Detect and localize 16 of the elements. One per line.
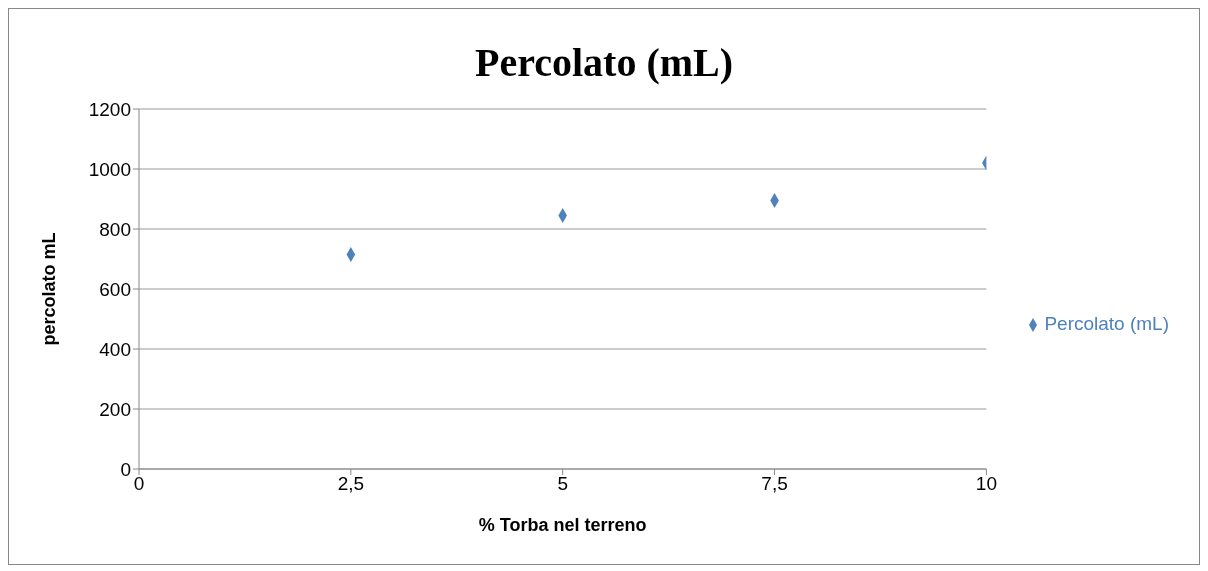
x-tick-label: 5 — [557, 473, 568, 495]
x-tick-label: 7,5 — [761, 473, 788, 495]
chart-title: Percolato (mL) — [473, 39, 734, 87]
legend-label: Percolato (mL) — [1044, 313, 1169, 334]
x-tick-label: 0 — [133, 473, 145, 495]
y-tick-label: 0 — [120, 458, 131, 480]
y-tick-label: 800 — [99, 218, 131, 240]
y-tick-label: 400 — [99, 338, 131, 360]
y-tick-label: 200 — [99, 398, 131, 420]
x-axis-title: % Torba nel terreno — [478, 515, 647, 535]
y-tick-label: 1000 — [88, 158, 131, 180]
y-tick-label: 1200 — [88, 98, 131, 120]
x-tick-label: 10 — [975, 473, 997, 495]
y-tick-label: 600 — [99, 278, 131, 300]
y-axis-title: percolato mL — [39, 232, 60, 346]
x-tick-label: 2,5 — [337, 473, 365, 495]
